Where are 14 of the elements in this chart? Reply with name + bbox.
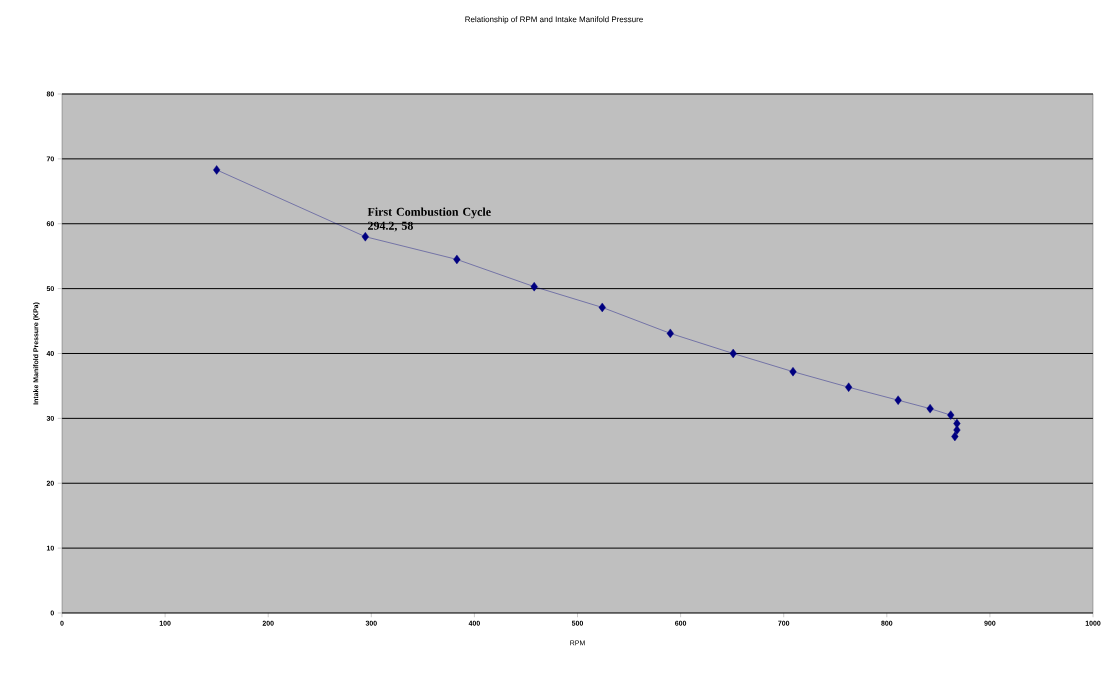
point <box>789 366 797 377</box>
point <box>729 348 737 359</box>
annotation: First Combustion Cycle 294.2, 58 <box>367 207 491 232</box>
point <box>951 431 959 442</box>
point <box>213 165 221 175</box>
point <box>845 382 853 392</box>
point <box>894 395 902 405</box>
point <box>926 403 934 414</box>
point <box>666 328 674 339</box>
point <box>530 281 538 292</box>
point <box>947 410 955 420</box>
point <box>453 254 461 265</box>
point <box>361 232 369 242</box>
point <box>598 302 606 313</box>
